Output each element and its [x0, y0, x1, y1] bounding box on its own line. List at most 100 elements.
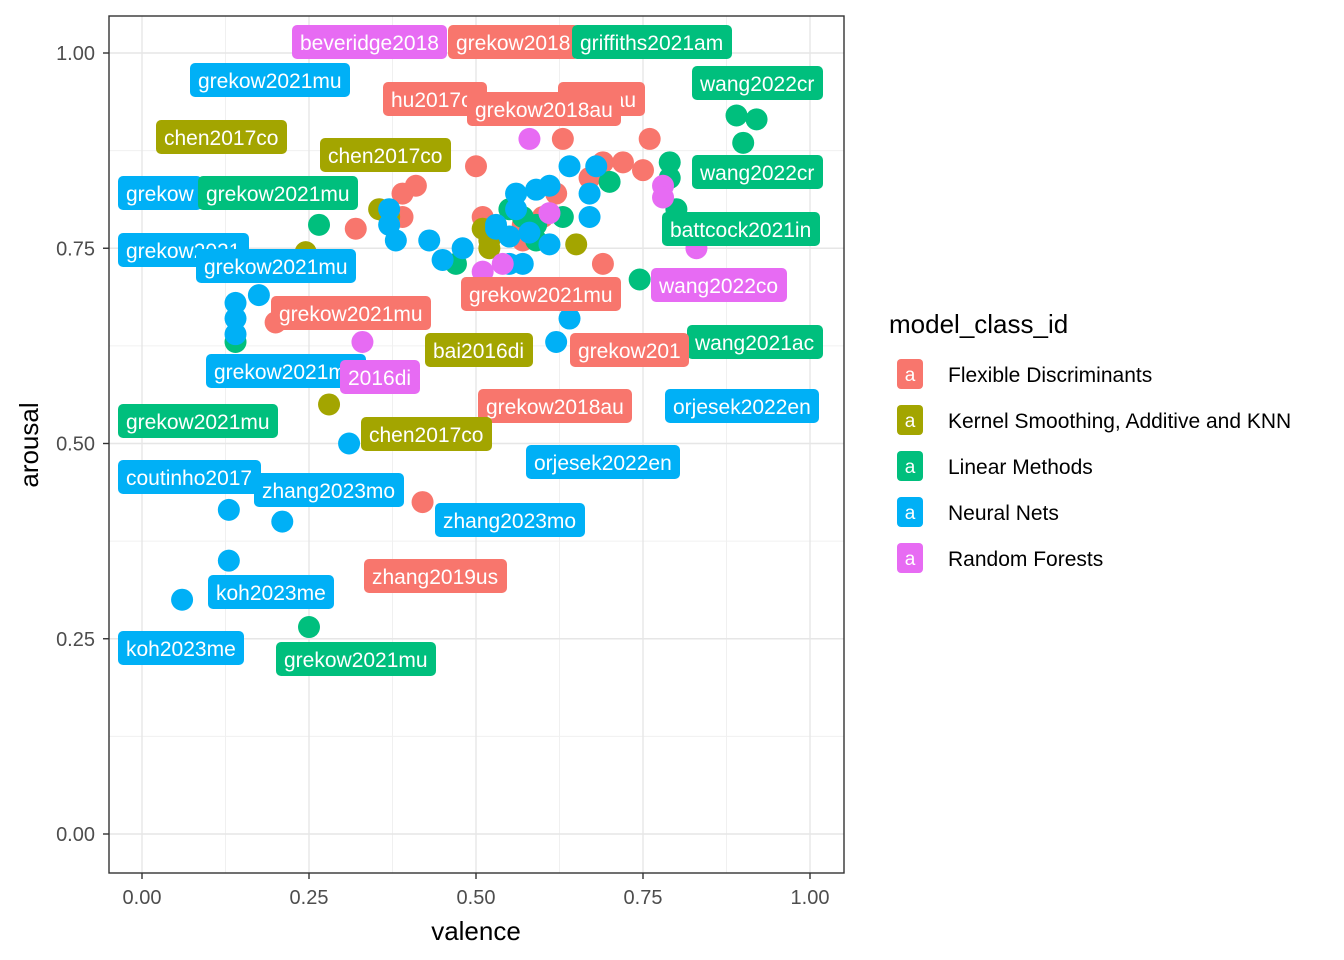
point-label: bai2016di [425, 333, 533, 367]
data-point [418, 229, 441, 252]
data-point [638, 127, 661, 150]
point-label-text: grekow2021mu [204, 256, 348, 279]
data-point [598, 170, 621, 193]
data-point [378, 198, 401, 221]
point-label-box [208, 575, 334, 609]
point-label-text: chen2017co [328, 145, 442, 168]
point-label: grekow2018au [478, 389, 632, 423]
point-label-box [118, 631, 244, 665]
data-point [558, 307, 581, 330]
data-point [344, 217, 367, 240]
x-axis-ticks: 0.00 0.25 0.50 0.75 1.00 [123, 873, 830, 909]
point-label: wang2022cr [692, 66, 823, 100]
point-label-text: grekow2021mu [279, 303, 423, 326]
point-label-box [254, 473, 404, 507]
x-tick-label: 1.00 [791, 887, 830, 909]
x-tick-label: 0.25 [290, 887, 329, 909]
point-label: orjesek2022en [665, 389, 819, 423]
data-point [511, 252, 534, 275]
legend-key [897, 543, 923, 573]
y-tick-label: 0.00 [56, 824, 95, 846]
point-label-box [361, 417, 492, 451]
data-point [565, 233, 588, 256]
point-label-box [320, 138, 451, 172]
legend-item: a Linear Methods [897, 451, 1093, 481]
data-point [628, 268, 651, 291]
point-label-text: grekow2021mu [214, 361, 358, 384]
data-point [611, 151, 634, 174]
point-label: wang2022co [651, 268, 787, 302]
point-label: grekow2021mu [276, 642, 436, 676]
point-label-text: bai2016di [433, 340, 524, 363]
point-label-box [118, 176, 202, 210]
x-tick-label: 0.75 [624, 887, 663, 909]
legend-key [897, 359, 923, 389]
legend-item-label: Linear Methods [948, 456, 1093, 479]
legend-key [897, 451, 923, 481]
point-label: grekow201 [570, 333, 689, 367]
point-label-box [572, 25, 732, 59]
point-label: grekow2018 [448, 25, 579, 59]
data-point [247, 284, 270, 307]
legend-item: a Neural Nets [897, 497, 1059, 527]
point-label: grekow [118, 176, 202, 210]
point-label: chen2017co [156, 120, 287, 154]
point-label: griffiths2021am [572, 25, 732, 59]
data-point [384, 229, 407, 252]
point-label-box [206, 354, 366, 388]
x-tick-label: 0.00 [123, 887, 162, 909]
data-point [505, 198, 528, 221]
point-label: grekow2021mu [118, 404, 278, 438]
data-point [538, 174, 561, 197]
data-point [658, 151, 681, 174]
data-point [578, 182, 601, 205]
legend-item: a Flexible Discriminants [897, 359, 1152, 389]
point-label-text: grekow2018au [486, 396, 624, 419]
point-label-text: grekow2021mu [126, 411, 270, 434]
point-label-text: wang2022co [658, 275, 778, 298]
point-label-text: orjesek2022en [673, 396, 811, 419]
data-point [338, 432, 361, 455]
point-label: zhang2019us [364, 559, 507, 593]
data-point [351, 330, 374, 353]
point-label-text: grekow2021mu [469, 284, 613, 307]
data-point [485, 217, 508, 240]
data-point [578, 206, 601, 229]
point-label-box [190, 63, 350, 97]
point-label-text: koh2023me [126, 638, 236, 661]
data-point [271, 510, 294, 533]
data-point [391, 182, 414, 205]
point-label-box [364, 559, 507, 593]
point-label: grekow2021mu [198, 176, 358, 210]
data-point [732, 131, 755, 154]
point-label-box [340, 360, 420, 394]
point-label-box [467, 92, 621, 126]
point-label: coutinho2017 [118, 460, 261, 494]
point-label: zhang2023mo [254, 473, 404, 507]
point-label-text: coutinho2017 [126, 467, 252, 490]
point-label: chen2017co [320, 138, 451, 172]
point-label-text: beveridge2018 [300, 32, 439, 55]
point-label-text: grekow2021mu [206, 183, 350, 206]
point-label-box [651, 268, 787, 302]
point-label-box [425, 333, 533, 367]
point-label-text: orjesek2022en [534, 452, 672, 475]
data-point [551, 127, 574, 150]
y-axis-ticks: 0.00 0.25 0.50 0.75 1.00 [56, 43, 109, 846]
y-axis-title: arousal [14, 402, 44, 487]
data-point [318, 393, 341, 416]
data-point [745, 108, 768, 131]
point-label: grekow2021mu [206, 354, 366, 388]
point-label-box [118, 460, 261, 494]
point-label-box [461, 277, 621, 311]
data-point [505, 182, 528, 205]
legend-key-glyph: a [905, 549, 916, 570]
data-point [451, 237, 474, 260]
point-label: 2016di [340, 360, 420, 394]
point-label-box [196, 249, 356, 283]
data-point [725, 104, 748, 127]
legend-key-glyph: a [905, 457, 916, 478]
point-label-text: wang2021ac [694, 332, 814, 355]
point-label-text: griffiths2021am [580, 32, 723, 55]
point-label-text: hu2017cr [391, 89, 479, 112]
